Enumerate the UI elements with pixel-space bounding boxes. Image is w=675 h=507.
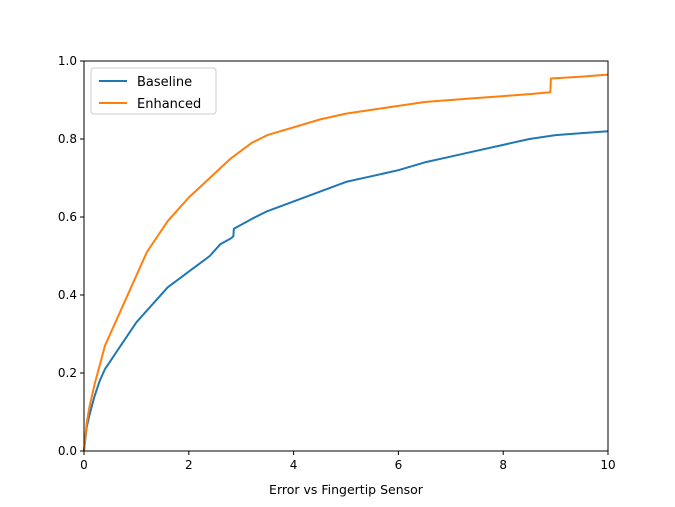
y-tick-label: 1.0 bbox=[58, 54, 77, 68]
x-tick-label: 2 bbox=[185, 458, 193, 472]
y-tick-label: 0.6 bbox=[58, 210, 77, 224]
y-axis-ticks: 0.0 0.2 0.4 0.6 0.8 1.0 bbox=[58, 54, 84, 458]
x-tick-label: 6 bbox=[395, 458, 403, 472]
legend: Baseline Enhanced bbox=[90, 67, 217, 115]
x-tick-label: 8 bbox=[499, 458, 507, 472]
x-tick-label: 0 bbox=[80, 458, 88, 472]
x-axis-label: Error vs Fingertip Sensor bbox=[269, 482, 424, 497]
x-axis-ticks: 0 2 4 6 8 10 bbox=[80, 451, 616, 472]
y-tick-label: 0.4 bbox=[58, 288, 77, 302]
plot-lines bbox=[83, 73, 609, 452]
plot-frame bbox=[83, 60, 609, 452]
y-tick-label: 0.8 bbox=[58, 132, 77, 146]
legend-label-enhanced: Enhanced bbox=[137, 97, 201, 112]
legend-label-baseline: Baseline bbox=[137, 75, 192, 90]
y-tick-label: 0.0 bbox=[58, 444, 77, 458]
x-tick-label: 10 bbox=[600, 458, 615, 472]
series-line-enhanced bbox=[83, 73, 609, 452]
x-tick-label: 4 bbox=[290, 458, 298, 472]
series-line-baseline bbox=[83, 130, 609, 452]
y-tick-label: 0.2 bbox=[58, 366, 77, 380]
